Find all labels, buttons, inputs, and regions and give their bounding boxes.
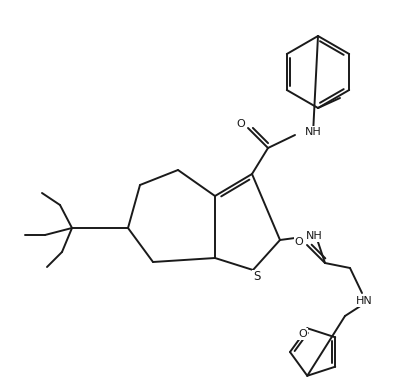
Text: S: S: [253, 270, 261, 284]
Text: O: O: [295, 237, 303, 247]
Text: NH: NH: [306, 231, 323, 241]
Text: O: O: [298, 329, 307, 339]
Text: HN: HN: [356, 296, 372, 306]
Text: NH: NH: [305, 127, 322, 137]
Text: O: O: [236, 119, 246, 129]
